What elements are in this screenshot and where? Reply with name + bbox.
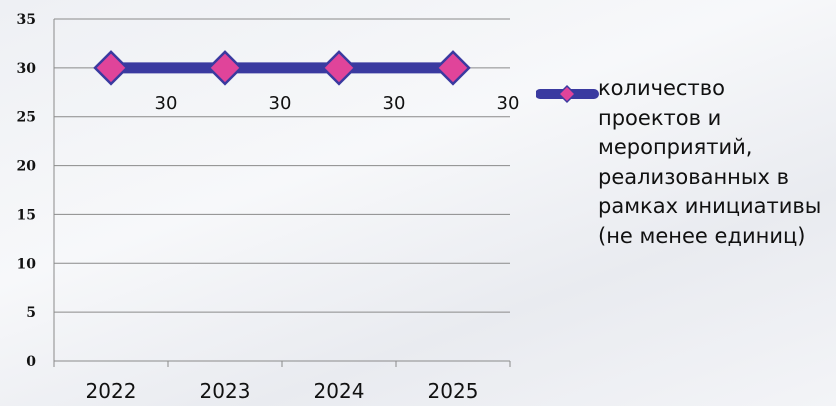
data-label: 30 xyxy=(383,93,406,114)
data-point-marker xyxy=(321,50,357,86)
y-tick-label: 25 xyxy=(17,110,36,126)
y-tick-label: 0 xyxy=(26,354,36,370)
data-labels: 30 30 30 30 xyxy=(155,93,520,114)
legend-label: количество проектов и мероприятий, реали… xyxy=(598,76,822,248)
y-tick-label: 35 xyxy=(17,12,36,28)
data-point-marker xyxy=(435,50,471,86)
x-tick-label: 2022 xyxy=(86,379,137,403)
x-tick-label: 2024 xyxy=(314,379,365,403)
x-axis-tick-labels: 2022 2023 2024 2025 xyxy=(86,379,479,403)
data-point-marker xyxy=(207,50,243,86)
y-tick-label: 10 xyxy=(17,256,37,272)
y-tick-label: 30 xyxy=(17,61,37,77)
data-label: 30 xyxy=(155,93,178,114)
plot-axes xyxy=(53,19,511,367)
series-layer xyxy=(93,50,471,86)
legend-marker-icon xyxy=(536,84,599,104)
y-tick-label: 5 xyxy=(26,305,36,321)
x-tick-label: 2025 xyxy=(428,379,479,403)
data-label: 30 xyxy=(269,93,292,114)
y-tick-label: 15 xyxy=(17,207,36,223)
y-axis-tick-labels: 0 5 10 15 20 25 30 35 xyxy=(17,12,37,370)
y-tick-label: 20 xyxy=(17,159,37,175)
data-point-marker xyxy=(93,50,129,86)
x-tick-label: 2023 xyxy=(200,379,251,403)
data-label: 30 xyxy=(497,93,520,114)
